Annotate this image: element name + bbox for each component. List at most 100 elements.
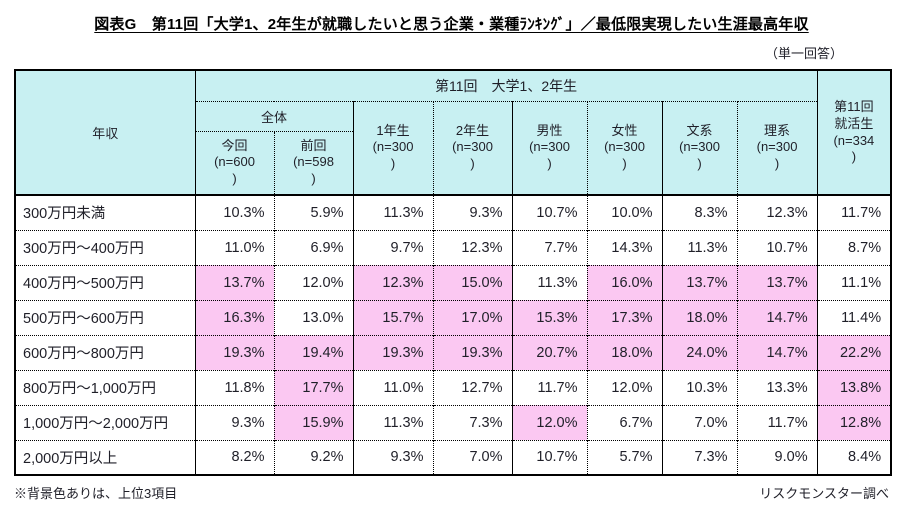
value-cell-top3: 19.4% — [273, 334, 353, 370]
row-label-income-range: 300万円未満 — [15, 194, 195, 230]
value-cell: 9.0% — [736, 439, 818, 475]
value-cell-top3: 16.3% — [194, 299, 274, 335]
value-cell: 7.7% — [511, 229, 587, 265]
value-cell: 14.3% — [586, 229, 662, 265]
value-cell-top3: 14.7% — [736, 334, 818, 370]
value-cell-top3: 15.3% — [511, 299, 587, 335]
value-cell-top3: 13.7% — [736, 264, 818, 300]
value-cell: 10.7% — [736, 229, 818, 265]
income-ranking-table: 年収 第11回 大学1、2年生 第11回 就活生 (n=334 ) 全体 1年生… — [14, 69, 893, 476]
value-cell-top3: 12.0% — [511, 404, 587, 440]
value-cell: 6.7% — [586, 404, 662, 440]
highlight-footnote: ※背景色ありは、上位3項目 — [14, 486, 178, 501]
value-cell: 10.3% — [194, 194, 274, 230]
value-cell-top3: 15.7% — [352, 299, 433, 335]
col-header-group-11th-univ: 第11回 大学1、2年生 — [194, 70, 818, 102]
value-cell-top3: 17.3% — [586, 299, 662, 335]
value-cell: 11.3% — [352, 404, 433, 440]
value-cell: 7.3% — [661, 439, 737, 475]
col-header-jobhunters: 第11回 就活生 (n=334 ) — [816, 70, 892, 195]
value-cell-top3: 20.7% — [511, 334, 587, 370]
value-cell: 7.0% — [432, 439, 512, 475]
col-header-female: 女性 (n=300 ) — [586, 101, 662, 195]
value-cell: 11.7% — [736, 404, 818, 440]
value-cell: 8.3% — [661, 194, 737, 230]
single-answer-note: （単一回答） — [764, 46, 843, 61]
col-header-zentai: 全体 — [194, 101, 353, 132]
value-cell: 11.7% — [816, 194, 892, 230]
value-cell: 8.7% — [816, 229, 892, 265]
value-cell-top3: 12.8% — [816, 404, 892, 440]
figure-title: 図表G 第11回「大学1、2年生が就職したいと思う企業・業種ﾗﾝｷﾝｸﾞ」／最低… — [94, 16, 809, 33]
col-header-current: 今回 (n=600 ) — [194, 131, 274, 195]
value-cell: 11.0% — [352, 369, 433, 405]
value-cell-top3: 19.3% — [194, 334, 274, 370]
value-cell: 5.9% — [273, 194, 353, 230]
row-label-income-range: 2,000万円以上 — [15, 439, 195, 475]
value-cell: 12.7% — [432, 369, 512, 405]
row-label-income-range: 400万円～500万円 — [15, 264, 195, 300]
value-cell: 10.7% — [511, 439, 587, 475]
value-cell: 9.7% — [352, 229, 433, 265]
value-cell-top3: 13.8% — [816, 369, 892, 405]
value-cell: 11.3% — [661, 229, 737, 265]
value-cell: 12.3% — [432, 229, 512, 265]
value-cell-top3: 12.3% — [352, 264, 433, 300]
value-cell: 11.0% — [194, 229, 274, 265]
value-cell-top3: 18.0% — [661, 299, 737, 335]
table-row: 1,000万円～2,000万円 9.3% 15.9% 11.3% 7.3% 12.0% 6.… — [15, 404, 892, 440]
value-cell: 9.3% — [432, 194, 512, 230]
header-row-group: 年収 第11回 大学1、2年生 第11回 就活生 (n=334 ) — [15, 70, 892, 195]
value-cell-top3: 19.3% — [432, 334, 512, 370]
value-cell: 9.2% — [273, 439, 353, 475]
col-header-income: 年収 — [15, 70, 195, 195]
col-header-humanities: 文系 (n=300 ) — [661, 101, 737, 195]
source-credit: リスクモンスター調べ — [759, 486, 889, 501]
value-cell: 11.1% — [816, 264, 892, 300]
table-row: 600万円～800万円 19.3% 19.4% 19.3% 19.3% 20.7% 18.0… — [15, 334, 892, 370]
value-cell: 7.3% — [432, 404, 512, 440]
value-cell-top3: 13.7% — [194, 264, 274, 300]
value-cell: 11.3% — [511, 264, 587, 300]
table-header: 年収 第11回 大学1、2年生 第11回 就活生 (n=334 ) 全体 1年生… — [15, 70, 892, 195]
table-body: 300万円未満 10.3% 5.9% 11.3% 9.3% 10.7% 10.0% 8.3% 1… — [15, 194, 892, 475]
table-row: 2,000万円以上 8.2% 9.2% 9.3% 7.0% 10.7% 5.7% 7.3% 9.… — [15, 439, 892, 475]
value-cell-top3: 19.3% — [352, 334, 433, 370]
value-cell: 11.4% — [816, 299, 892, 335]
value-cell: 8.2% — [194, 439, 274, 475]
value-cell: 10.3% — [661, 369, 737, 405]
col-header-year2: 2年生 (n=300 ) — [432, 101, 512, 195]
table-row: 500万円～600万円 16.3% 13.0% 15.7% 17.0% 15.3% 17.3… — [15, 299, 892, 335]
table-row: 800万円～1,000万円 11.8% 17.7% 11.0% 12.7% 11.7% 12… — [15, 369, 892, 405]
value-cell: 9.3% — [352, 439, 433, 475]
row-label-income-range: 500万円～600万円 — [15, 299, 195, 335]
value-cell: 13.0% — [273, 299, 353, 335]
value-cell: 5.7% — [586, 439, 662, 475]
value-cell-top3: 22.2% — [816, 334, 892, 370]
table-footer: ※背景色ありは、上位3項目 リスクモンスター調べ — [14, 483, 889, 502]
col-header-previous: 前回 (n=598 ) — [273, 131, 353, 195]
value-cell-top3: 15.0% — [432, 264, 512, 300]
row-label-income-range: 300万円～400万円 — [15, 229, 195, 265]
value-cell: 11.3% — [352, 194, 433, 230]
value-cell: 12.0% — [273, 264, 353, 300]
value-cell: 7.0% — [661, 404, 737, 440]
col-header-male: 男性 (n=300 ) — [511, 101, 587, 195]
table-row: 400万円～500万円 13.7% 12.0% 12.3% 15.0% 11.3% 16.0… — [15, 264, 892, 300]
value-cell: 10.0% — [586, 194, 662, 230]
header-row-waves: 今回 (n=600 ) 前回 (n=598 ) — [15, 131, 891, 195]
value-cell-top3: 17.7% — [273, 369, 353, 405]
value-cell: 6.9% — [273, 229, 353, 265]
col-header-sciences: 理系 (n=300 ) — [736, 101, 818, 195]
row-label-income-range: 800万円～1,000万円 — [15, 369, 195, 405]
value-cell-top3: 16.0% — [586, 264, 662, 300]
value-cell: 9.3% — [194, 404, 274, 440]
value-cell-top3: 14.7% — [736, 299, 818, 335]
value-cell-top3: 24.0% — [661, 334, 737, 370]
value-cell-top3: 13.7% — [661, 264, 737, 300]
header-row-segments: 全体 1年生 (n=300 ) 2年生 (n=300 ) 男性 (n=300 )… — [15, 101, 891, 195]
value-cell-top3: 17.0% — [432, 299, 512, 335]
value-cell: 11.7% — [511, 369, 587, 405]
row-label-income-range: 600万円～800万円 — [15, 334, 195, 370]
value-cell: 12.0% — [586, 369, 662, 405]
